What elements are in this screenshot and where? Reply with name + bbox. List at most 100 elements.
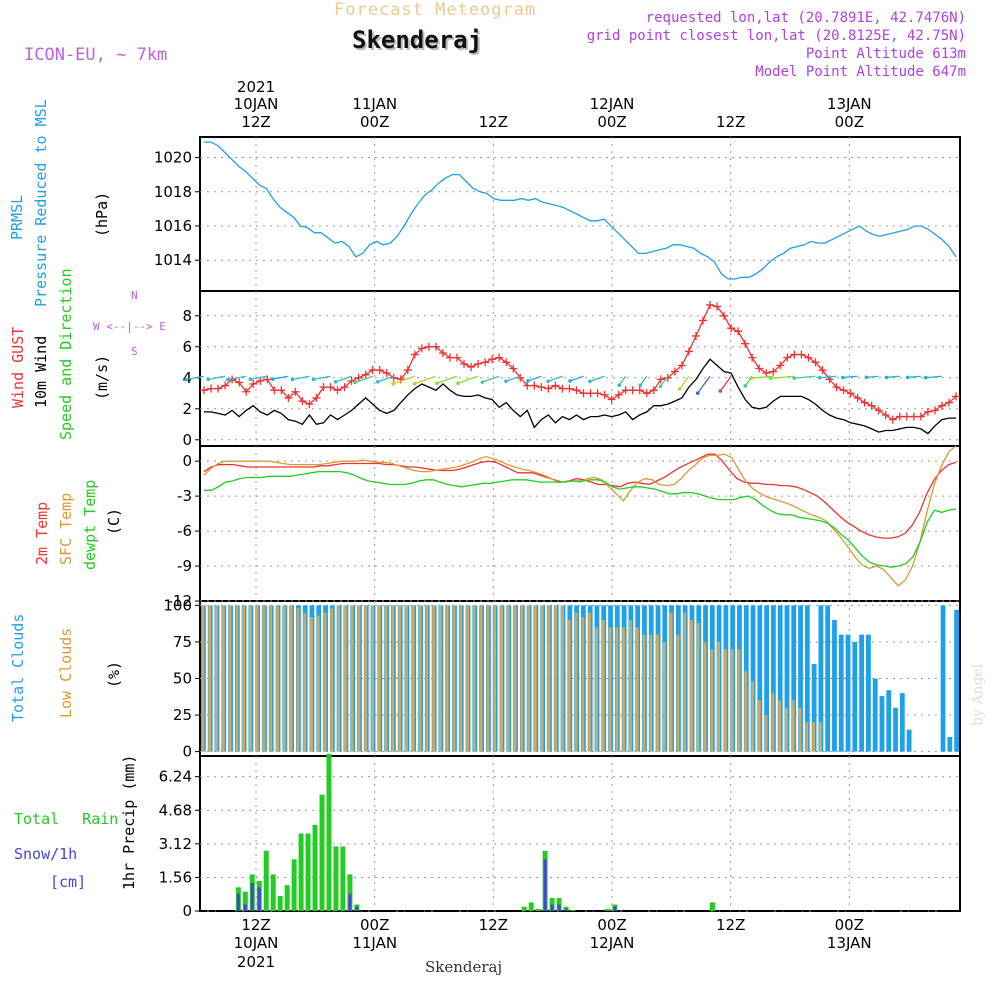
total-cloud-bar — [899, 693, 905, 752]
low-cloud-bar — [805, 722, 809, 752]
low-cloud-bar — [513, 605, 517, 752]
low-cloud-bar — [384, 605, 388, 752]
low-cloud-bar — [303, 612, 307, 752]
compass-s: S — [131, 345, 138, 358]
bottom-hour-label: 12Z — [716, 916, 745, 934]
low-cloud-bar — [242, 605, 245, 752]
gust-marker — [502, 358, 511, 367]
low-cloud-bar — [371, 605, 374, 752]
low-cloud-bar — [662, 641, 666, 752]
low-cloud-bar — [364, 605, 368, 752]
rain-bar — [319, 794, 325, 911]
wind-arrow — [679, 375, 690, 390]
gust-marker — [593, 389, 602, 398]
y-tick-label: 100 — [163, 596, 192, 614]
gust-marker — [600, 390, 609, 399]
low-cloud-bar — [629, 620, 632, 752]
wind-arrow-head — [184, 377, 188, 382]
y-tick-label: -12 — [168, 592, 193, 610]
low-cloud-bar — [527, 605, 530, 752]
gust-marker — [776, 361, 785, 370]
gust-marker — [214, 384, 223, 393]
gust-marker — [649, 386, 658, 395]
t2m-line — [203, 453, 957, 539]
wind-arrow-head — [695, 391, 700, 395]
gust-marker — [368, 366, 377, 375]
bottom-hour-label: 00Z — [835, 916, 864, 934]
wind-arrow — [866, 375, 879, 378]
low-cloud-bar — [737, 649, 741, 752]
top-hour-label: 00Z — [360, 113, 389, 131]
gust-marker — [734, 327, 743, 336]
gust-marker — [790, 350, 799, 359]
low-cloud-bar — [710, 649, 714, 752]
bottom-hour-label: 12Z — [241, 916, 270, 934]
wind-arrow — [527, 375, 542, 382]
gust-marker — [895, 412, 904, 421]
top-hour-label: 12Z — [241, 113, 270, 131]
gust-marker — [488, 355, 497, 364]
gust-marker — [881, 411, 890, 419]
total-cloud-bar — [804, 605, 810, 752]
wind-arrow-head — [638, 383, 643, 387]
low-cloud-bar — [472, 605, 476, 752]
wind-arrow — [457, 375, 479, 384]
wind-arrow-head — [290, 377, 295, 382]
low-cloud-bar — [744, 671, 748, 752]
wind-arrow-head — [504, 379, 508, 384]
low-cloud-bar — [724, 649, 727, 752]
y-tick-label: 8 — [182, 307, 192, 325]
top-year-label: 2021 — [237, 78, 275, 96]
gust-marker — [952, 392, 960, 401]
wind-arrow — [907, 375, 921, 379]
low-cloud-bar — [520, 605, 524, 752]
rain-bar — [347, 874, 353, 911]
wind-arrow — [313, 375, 331, 380]
gust-marker — [249, 380, 258, 388]
low-cloud-bar — [479, 605, 483, 752]
total-cloud-bar — [825, 605, 831, 752]
wind-arrow — [751, 375, 774, 379]
gust-marker — [333, 386, 342, 395]
wind-gust-line — [203, 304, 957, 421]
rain-bar — [326, 753, 332, 911]
low-cloud-bar — [262, 605, 266, 752]
low-cloud-bar — [310, 617, 313, 752]
gust-marker — [319, 383, 328, 392]
low-cloud-bar — [595, 627, 598, 752]
gust-marker — [424, 342, 433, 351]
gridpoint-coords: grid point closest lon,lat (20.8125E, 42… — [586, 28, 966, 44]
low-cloud-bar — [567, 620, 571, 752]
gust-marker — [403, 366, 412, 375]
point-altitude: Point Altitude 613m — [805, 46, 966, 62]
wind-arrow — [618, 375, 627, 386]
wind-arrow — [250, 375, 268, 380]
wind-arrow — [392, 375, 416, 385]
total-cloud-bar — [764, 605, 769, 752]
low-cloud-bar — [215, 605, 218, 752]
low-cloud-bar — [717, 641, 720, 752]
wind-arrow-head — [206, 377, 210, 382]
low-cloud-bar — [656, 634, 659, 752]
wind-arrow-head — [588, 379, 592, 384]
gust-marker — [235, 378, 244, 387]
gust-marker — [495, 353, 504, 362]
gust-marker — [474, 359, 483, 368]
low-cloud-bar — [337, 605, 340, 752]
gust-marker — [551, 381, 560, 390]
snow-label: Snow/1h — [14, 845, 78, 863]
wind-arrow-head — [841, 375, 845, 380]
bottom-year-label: 2021 — [237, 953, 275, 971]
bottom-date-label: 13JAN — [827, 934, 872, 952]
wind-arrow-head — [248, 377, 253, 382]
low-cloud-bar — [493, 605, 497, 752]
y-tick-label: 3.12 — [159, 835, 192, 853]
wind-arrow — [794, 375, 816, 379]
wind-arrow-head — [568, 379, 572, 383]
gust-marker — [677, 361, 686, 370]
low-cloud-bar — [696, 622, 700, 752]
low-cloud-bar — [269, 605, 273, 752]
rain-bar — [284, 885, 290, 911]
gust-marker — [375, 366, 384, 375]
rain-bar — [528, 902, 534, 911]
